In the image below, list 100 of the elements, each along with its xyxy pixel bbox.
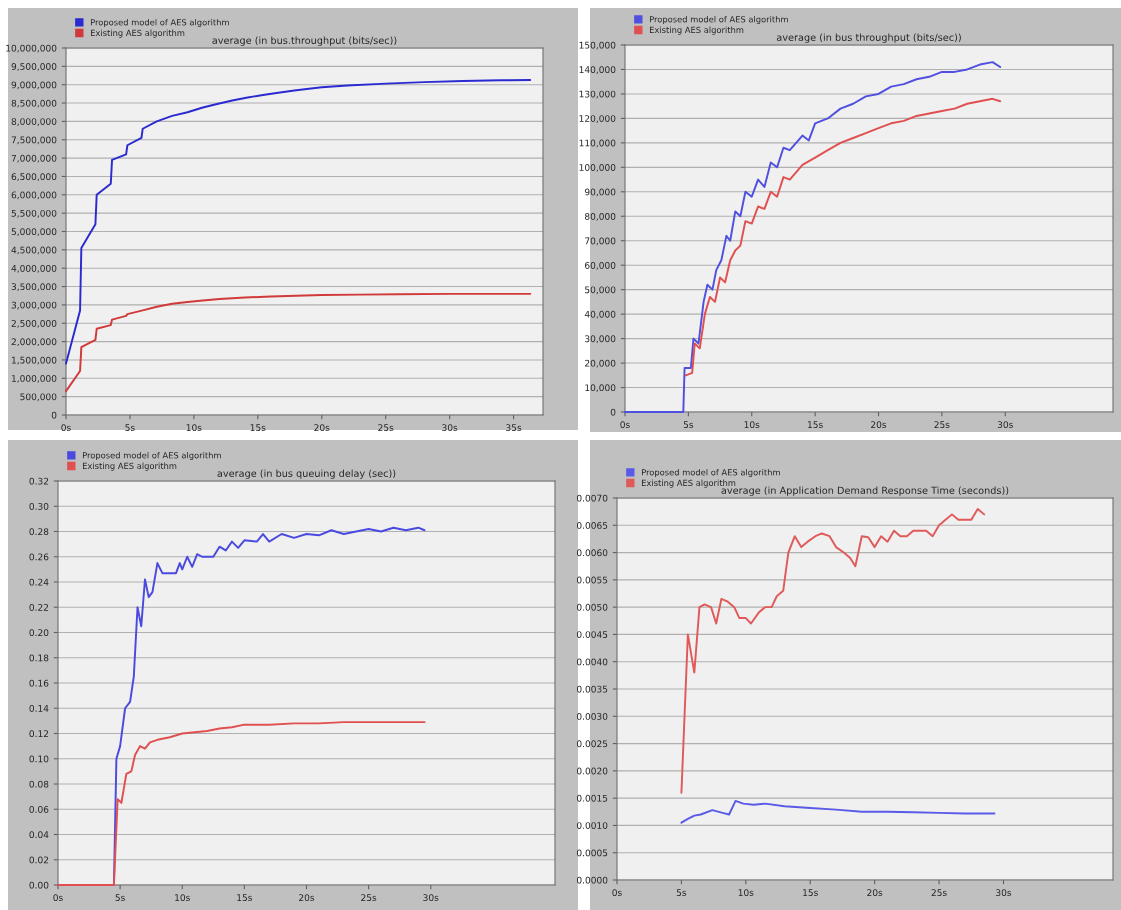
x-tick-label: 10s — [744, 421, 760, 429]
y-tick-label: 0.0005 — [576, 849, 608, 857]
legend-label: Existing AES algorithm — [82, 462, 177, 471]
y-tick-label: 500,000 — [20, 393, 57, 402]
y-tick-label: 3,000,000 — [11, 301, 57, 310]
y-tick-label: 0.02 — [29, 856, 49, 864]
y-tick-label: 0.18 — [29, 654, 49, 662]
x-tick-label: 0s — [612, 889, 622, 897]
line-series — [624, 61, 1002, 413]
legend-label: Proposed model of AES algorithm — [82, 452, 221, 461]
y-tick-label: 70,000 — [585, 237, 616, 246]
y-tick-label: 7,000,000 — [11, 154, 57, 163]
x-tick-label: 20s — [867, 889, 883, 897]
legend-label: Existing AES algorithm — [649, 26, 744, 35]
y-tick-label: 0.10 — [29, 755, 49, 763]
y-tick-label: 100,000 — [579, 164, 616, 172]
y-tick-label: 0.0015 — [576, 794, 608, 802]
y-tick-label: 0.0010 — [576, 822, 608, 829]
y-tick-label: 8,500,000 — [11, 99, 57, 108]
y-tick-label: 0.16 — [29, 679, 49, 687]
y-tick-label: 0.30 — [29, 502, 49, 510]
x-tick-label: 5s — [676, 889, 687, 897]
y-tick-label: 2,000,000 — [11, 338, 57, 347]
y-tick-label: 9,500,000 — [11, 63, 57, 71]
y-tick-label: 0.24 — [29, 578, 49, 586]
y-tick-label: 0.14 — [29, 704, 49, 712]
x-tick-label: 10s — [175, 894, 190, 902]
y-tick-label: 40,000 — [584, 310, 616, 319]
y-tick-label: 0.0025 — [576, 740, 608, 748]
y-tick-label: 0.0045 — [576, 631, 608, 638]
legend-label: Existing AES algorithm — [90, 29, 185, 38]
y-tick-label: 110,000 — [579, 139, 616, 148]
y-tick-label: 0.0050 — [576, 603, 608, 611]
x-tick-label: 0s — [620, 421, 630, 429]
line-series — [684, 97, 1002, 377]
y-tick-label: 0.0030 — [576, 713, 608, 720]
line-series — [65, 78, 532, 365]
x-tick-label: 0s — [61, 424, 71, 432]
x-tick-label: 30s — [997, 421, 1013, 429]
y-tick-label: 4,500,000 — [11, 246, 57, 255]
x-tick-label: 20s — [299, 894, 315, 902]
x-tick-label: 30s — [996, 889, 1012, 897]
y-tick-label: 3,500,000 — [11, 283, 57, 292]
x-tick-label: 30s — [423, 894, 439, 902]
y-tick-label: 0.0070 — [576, 494, 608, 502]
y-tick-label: 0.32 — [29, 477, 49, 485]
y-tick-label: 0.0065 — [576, 522, 608, 529]
y-tick-label: 7,500,000 — [11, 136, 57, 145]
y-tick-label: 0.0000 — [576, 876, 608, 884]
y-tick-label: 5,500,000 — [11, 209, 57, 218]
y-tick-label: 50,000 — [585, 286, 616, 295]
chart-title: average (in bus.throughput (bits/sec)) — [212, 36, 397, 46]
y-tick-label: 5,000,000 — [11, 228, 57, 236]
x-tick-label: 5s — [683, 421, 694, 429]
y-tick-label: 0.20 — [29, 629, 49, 637]
y-tick-label: 2,500,000 — [11, 319, 57, 328]
y-tick-label: 0.0055 — [576, 576, 608, 584]
x-tick-label: 15s — [803, 889, 818, 897]
line-series — [65, 292, 532, 393]
line-series — [680, 507, 986, 794]
x-tick-label: 10s — [186, 424, 202, 432]
y-tick-label: 0.00 — [29, 881, 49, 889]
y-tick-label: 9,000,000 — [11, 81, 57, 90]
y-tick-label: 6,000,000 — [11, 191, 57, 200]
x-tick-label: 25s — [931, 889, 947, 897]
y-tick-label: 0.28 — [29, 528, 49, 536]
y-tick-label: 10,000 — [585, 384, 616, 393]
y-tick-label: 0 — [610, 408, 616, 416]
y-tick-label: 0.12 — [29, 730, 49, 738]
y-tick-label: 90,000 — [584, 188, 616, 197]
y-tick-label: 0.08 — [29, 780, 49, 788]
y-tick-label: 1,500,000 — [12, 356, 57, 365]
legend-label: Proposed model of AES algorithm — [90, 19, 229, 28]
legend-label: Proposed model of AES algorithm — [649, 16, 788, 25]
chart-title: average (in bus throughput (bits/sec)) — [776, 33, 961, 43]
chart-title: average (in Application Demand Response Time (seconds)) — [721, 486, 1009, 496]
y-tick-label: 80,000 — [585, 213, 616, 221]
y-tick-label: 0.0020 — [576, 767, 608, 775]
y-tick-label: 0.22 — [29, 603, 49, 611]
line-series — [57, 721, 426, 886]
y-tick-label: 1,000,000 — [12, 375, 57, 383]
y-tick-label: 4,000,000 — [11, 264, 57, 273]
x-tick-label: 10s — [738, 889, 754, 897]
x-tick-label: 25s — [361, 894, 377, 902]
x-tick-label: 25s — [934, 421, 950, 429]
x-tick-label: 35s — [506, 424, 522, 432]
y-tick-label: 120,000 — [579, 115, 616, 123]
x-tick-label: 15s — [237, 894, 253, 902]
y-tick-label: 0.0060 — [576, 549, 608, 557]
x-tick-label: 0s — [53, 894, 63, 902]
x-tick-label: 15s — [808, 421, 823, 429]
y-tick-label: 10,000,000 — [6, 44, 57, 53]
x-tick-label: 15s — [250, 424, 266, 432]
y-tick-label: 0.0040 — [576, 658, 608, 666]
y-tick-label: 0.04 — [29, 831, 49, 839]
y-tick-label: 60,000 — [585, 261, 616, 270]
chart-title: average (in bus queuing delay (sec)) — [217, 469, 396, 479]
x-tick-label: 20s — [871, 421, 887, 429]
y-tick-label: 140,000 — [579, 66, 616, 74]
y-tick-label: 0.06 — [29, 805, 49, 813]
